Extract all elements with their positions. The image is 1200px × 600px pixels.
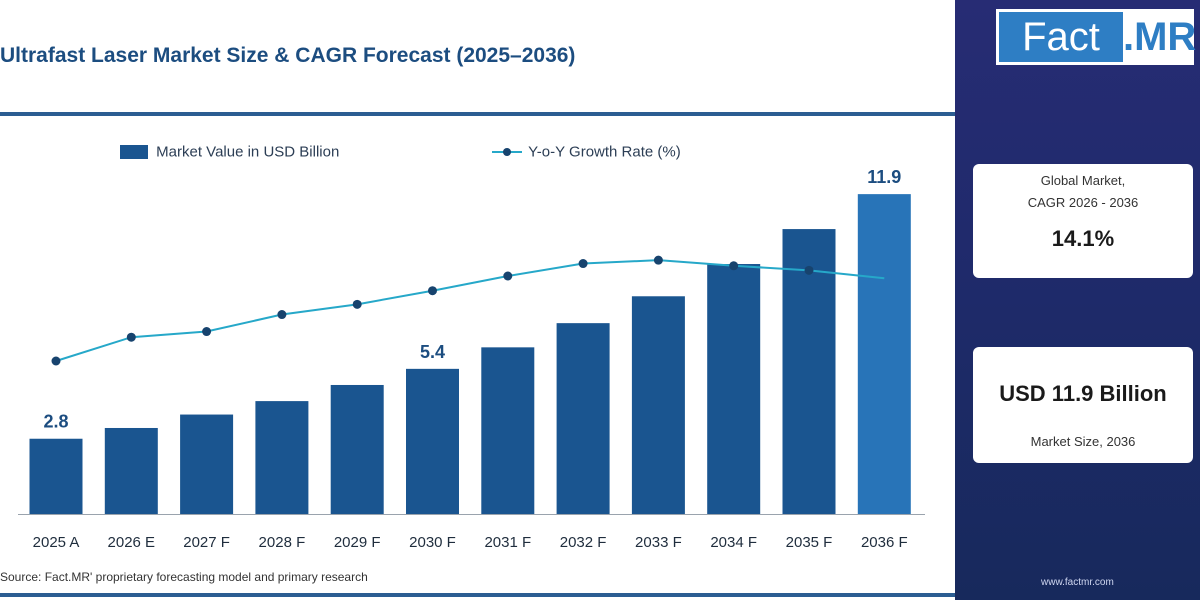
cagr-card: Global Market, CAGR 2026 - 2036 14.1% bbox=[973, 164, 1193, 278]
chart-plot: 2025 A 2026 E 2027 F 2028 F 2029 F 2030 F 2031… bbox=[18, 167, 925, 551]
bar-2036-f bbox=[857, 194, 911, 515]
x-tick-label: 2031 F bbox=[484, 534, 531, 551]
website-url: www.factmr.com bbox=[1041, 577, 1114, 588]
x-tick-label: 2032 F bbox=[560, 534, 607, 551]
x-tick-label: 2036 F bbox=[861, 534, 908, 551]
market-size-card: USD 11.9 Billion Market Size, 2036 bbox=[973, 347, 1193, 463]
legend-bar-swatch bbox=[120, 145, 148, 160]
growth-rate-point bbox=[804, 265, 814, 275]
legend-label-growth-rate: Y-o-Y Growth Rate (%) bbox=[528, 143, 681, 161]
summary-panel: Fact .MR Global Market, CAGR 2026 - 2036… bbox=[955, 0, 1200, 600]
bar-data-label: 2.8 bbox=[43, 412, 68, 432]
growth-rate-line bbox=[55, 259, 885, 362]
market-size-label: Market Size, 2036 bbox=[1030, 434, 1136, 449]
x-tick-label: 2025 A bbox=[33, 534, 80, 551]
growth-rate-point bbox=[428, 286, 437, 296]
x-tick-label: 2028 F bbox=[259, 534, 306, 551]
source-note: Source: Fact.MR' proprietary forecasting… bbox=[0, 570, 368, 584]
bar-data-label: 5.4 bbox=[420, 342, 445, 362]
market-size-value: USD 11.9 Billion bbox=[999, 381, 1167, 406]
growth-rate-point bbox=[653, 255, 663, 265]
legend-item-growth-rate: Y-o-Y Growth Rate (%) bbox=[492, 143, 681, 163]
x-tick-label: 2026 E bbox=[108, 534, 156, 551]
growth-rate-point bbox=[352, 299, 362, 309]
bar-2028-f bbox=[255, 401, 309, 514]
growth-rate-point bbox=[51, 356, 61, 366]
chart-panel: Ultrafast Laser Market Size & CAGR Forec… bbox=[0, 44, 955, 597]
bar-2035-f bbox=[782, 229, 836, 514]
x-tick-label: 2033 F bbox=[635, 534, 682, 551]
legend-item-market-value: Market Value in USD Billion bbox=[120, 143, 339, 163]
growth-rate-point bbox=[277, 310, 287, 320]
bar-2033-f bbox=[631, 296, 685, 514]
x-tick-label: 2029 F bbox=[334, 534, 381, 551]
bar-2027-f bbox=[180, 414, 234, 514]
bottom-divider bbox=[0, 593, 955, 597]
cagr-label-line1: Global Market, bbox=[1040, 173, 1126, 188]
cagr-card-label: Global Market, CAGR 2026 - 2036 bbox=[973, 170, 1193, 214]
growth-rate-point bbox=[729, 261, 739, 271]
cagr-label-line2: CAGR 2026 - 2036 bbox=[1027, 195, 1139, 210]
x-tick-label: 2027 F bbox=[183, 534, 230, 551]
legend-line-swatch bbox=[492, 145, 522, 159]
growth-rate-point bbox=[503, 271, 513, 281]
growth-rate-point bbox=[202, 327, 212, 337]
legend-label-market-value: Market Value in USD Billion bbox=[156, 143, 340, 161]
bar-data-label: 11.9 bbox=[867, 167, 901, 187]
cagr-value: 14.1% bbox=[1051, 226, 1115, 251]
logo-text-mr: .MR bbox=[1123, 15, 1197, 59]
x-tick-label: 2035 F bbox=[786, 534, 833, 551]
x-tick-label: 2034 F bbox=[710, 534, 757, 551]
bar-2034-f bbox=[707, 264, 761, 514]
x-tick-label: 2030 F bbox=[409, 534, 456, 551]
bar-2029-f bbox=[330, 384, 384, 514]
chart-title: Ultrafast Laser Market Size & CAGR Forec… bbox=[0, 44, 576, 67]
growth-rate-point bbox=[126, 332, 136, 342]
bar-2026-e bbox=[104, 427, 158, 514]
factmr-logo: Fact .MR bbox=[996, 9, 1197, 65]
bar-2025-a bbox=[29, 438, 83, 514]
logo-text-fact: Fact bbox=[999, 12, 1123, 62]
growth-rate-point bbox=[578, 259, 588, 269]
bar-2031-f bbox=[481, 347, 535, 514]
bar-2032-f bbox=[556, 323, 610, 514]
bar-2030-f bbox=[406, 368, 459, 514]
title-divider bbox=[0, 112, 955, 116]
